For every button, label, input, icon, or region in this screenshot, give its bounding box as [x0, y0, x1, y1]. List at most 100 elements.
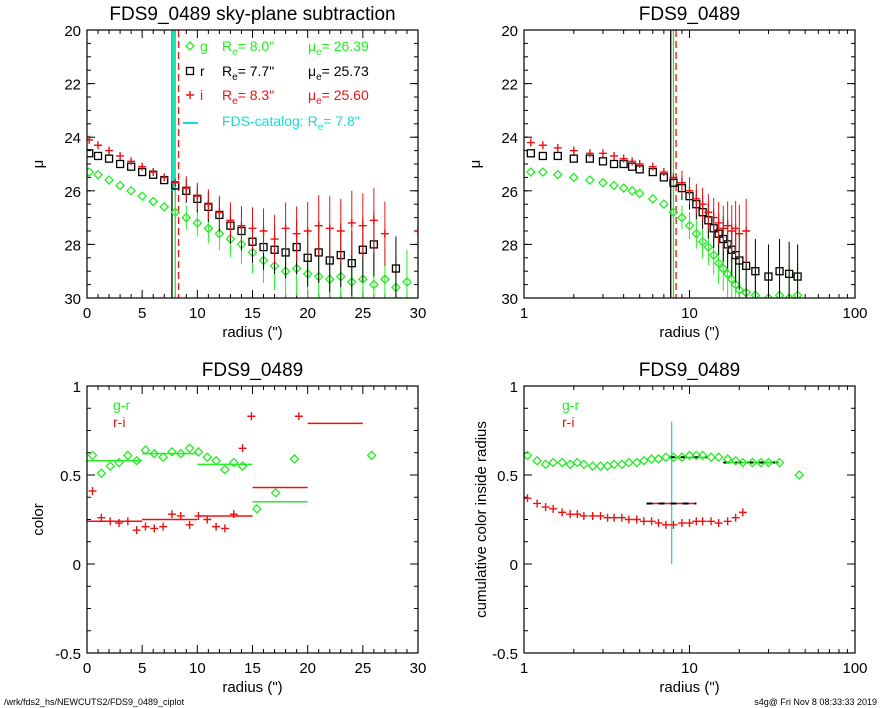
data-point-g — [525, 167, 536, 177]
data-point-r — [553, 151, 562, 161]
data-point-r — [569, 154, 578, 163]
y-tick-label: 1 — [510, 379, 518, 396]
data-point-r — [751, 267, 760, 276]
x-tick-label: 100 — [842, 305, 867, 322]
data-point-g — [289, 454, 300, 464]
data-point-i — [292, 229, 301, 238]
series-i — [526, 138, 751, 264]
data-point-g — [237, 461, 248, 472]
data-point-i — [526, 138, 535, 147]
x-axis-label: radius (") — [659, 679, 719, 696]
legend-re: Re= 7.7" — [222, 63, 274, 83]
y-tick-label: 1 — [73, 379, 81, 396]
data-point-g — [87, 450, 98, 461]
data-point-i — [738, 508, 747, 517]
data-point-g — [126, 185, 137, 196]
data-point-g — [668, 207, 679, 218]
y-tick-label: 22 — [501, 77, 518, 94]
legend-label-g: g-r — [562, 397, 579, 413]
data-point-i — [647, 517, 656, 526]
y-tick-label: 30 — [64, 291, 81, 308]
data-point-i — [731, 224, 740, 233]
data-point-i — [127, 157, 136, 166]
data-point-g — [159, 201, 170, 212]
data-point-i — [719, 224, 728, 233]
data-point-i — [414, 227, 418, 235]
data-point-g — [368, 279, 379, 290]
data-point-g — [697, 236, 708, 247]
data-point-i — [176, 511, 185, 520]
data-point-g — [137, 191, 148, 202]
y-tick-label: 0 — [510, 557, 518, 574]
data-point-g — [568, 172, 579, 183]
data-point-i — [624, 515, 633, 524]
data-point-i — [704, 208, 713, 217]
legend-re-value: = 8.3" — [238, 87, 275, 103]
legend-re-sub: e — [232, 72, 238, 83]
data-point-g — [96, 468, 107, 479]
data-point-r — [347, 259, 356, 268]
x-axis-label: radius (") — [222, 324, 282, 341]
chart-title: FDS9_0489 — [639, 360, 740, 381]
data-point-g — [713, 258, 724, 269]
data-point-g — [548, 457, 559, 468]
data-point-g — [763, 293, 774, 298]
data-point-g — [203, 223, 214, 234]
plot-frame — [86, 385, 419, 654]
legend-mu-symbol: μ — [308, 63, 316, 79]
plot-area — [87, 412, 377, 535]
data-point-g — [587, 461, 598, 472]
data-point-i — [692, 194, 701, 203]
legend-band: i — [200, 87, 203, 103]
data-point-g — [660, 452, 671, 463]
data-point-i — [558, 508, 567, 517]
data-point-g — [691, 228, 702, 239]
data-point-i — [714, 218, 723, 227]
data-point-g — [557, 457, 568, 468]
data-point-g — [722, 268, 733, 279]
data-point-i — [270, 235, 279, 244]
data-point-i — [106, 517, 115, 526]
data-point-i — [314, 221, 323, 230]
data-point-i — [87, 135, 94, 144]
data-point-i — [569, 146, 578, 155]
x-tick-label: 5 — [138, 660, 146, 677]
y-tick-label: 0.5 — [60, 468, 81, 485]
data-point-i — [533, 499, 542, 508]
y-tick-label: 28 — [501, 237, 518, 254]
legend-re-symbol: R — [222, 87, 232, 103]
data-point-r — [793, 272, 802, 281]
plot-area — [525, 30, 803, 298]
data-point-g — [184, 443, 195, 454]
legend-re-symbol: R — [222, 38, 232, 54]
data-point-g — [658, 199, 669, 210]
data-point-g — [87, 167, 95, 177]
data-point-g — [537, 167, 548, 177]
data-point-i — [237, 221, 246, 230]
data-point-i — [238, 444, 247, 453]
data-point-i — [635, 160, 644, 168]
legend-catalog: FDS-catalog: Re= 7.8" — [222, 113, 360, 133]
y-axis-label: color — [30, 503, 47, 536]
data-point-g — [114, 457, 124, 468]
data-point-g — [623, 457, 634, 468]
data-point-g — [175, 448, 186, 459]
data-point-i — [159, 522, 168, 531]
legend: g Re= 8.0" μe= 26.39r Re= 7.7" μe= 25.73i Re=… — [183, 38, 369, 133]
data-point-r — [609, 159, 619, 169]
data-point-g — [193, 446, 204, 457]
x-tick-label: 100 — [842, 660, 867, 677]
plot-area — [524, 421, 805, 564]
data-point-g — [578, 459, 589, 470]
y-tick-label: 0 — [73, 557, 81, 574]
data-point-i — [549, 504, 558, 513]
data-point-g — [181, 212, 192, 223]
data-point-i — [88, 487, 97, 496]
data-point-g — [115, 180, 126, 191]
data-point-i — [598, 149, 607, 158]
data-point-g — [219, 464, 230, 475]
data-point-g — [684, 220, 695, 231]
data-point-i — [735, 229, 744, 238]
data-point-i — [259, 227, 268, 235]
legend-catalog-value: = 7.8" — [323, 113, 360, 129]
